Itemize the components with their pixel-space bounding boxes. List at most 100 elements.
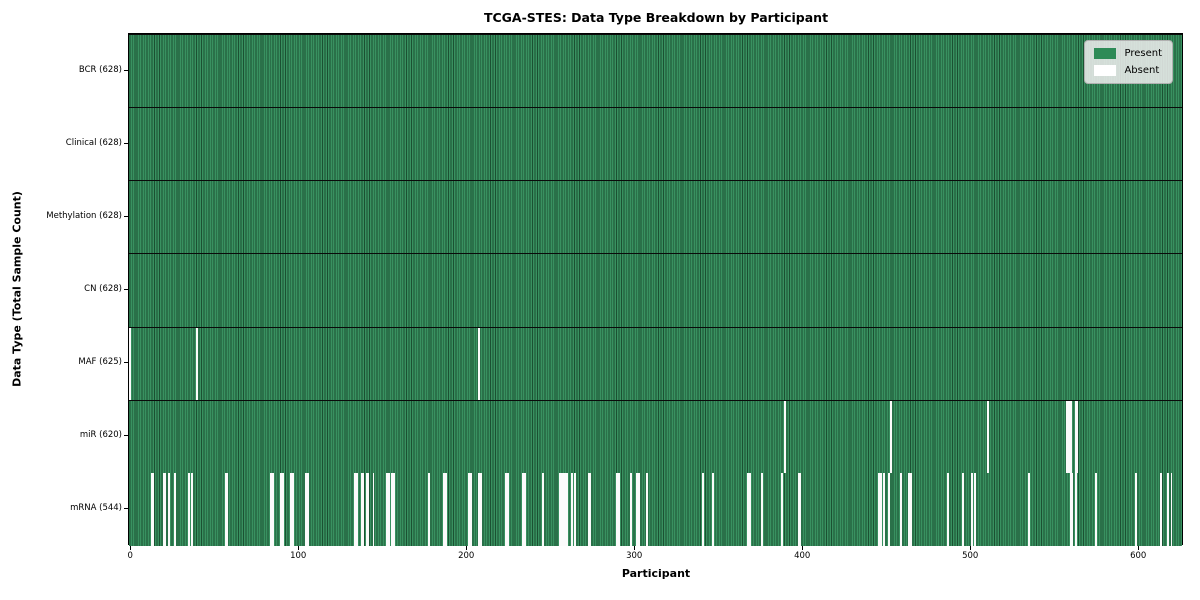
legend-swatch-present — [1094, 48, 1117, 59]
ytick-label-clinical: Clinical (628) — [65, 137, 122, 148]
xtick-label-400: 400 — [794, 551, 811, 561]
absent-stripe — [987, 400, 990, 473]
absent-stripe — [354, 472, 356, 546]
absent-stripe — [196, 327, 199, 400]
absent-stripe — [962, 472, 965, 546]
absent-stripe — [187, 472, 190, 546]
absent-stripe — [522, 472, 524, 546]
legend-label: Present — [1124, 48, 1162, 59]
legend-label: Absent — [1124, 65, 1160, 76]
xtick-mark — [130, 546, 132, 550]
xtick-mark — [298, 546, 300, 550]
absent-stripe — [589, 472, 592, 546]
absent-stripe — [386, 472, 388, 546]
absent-stripe — [879, 472, 882, 546]
absent-stripe — [270, 472, 272, 546]
absent-stripe — [307, 472, 309, 546]
xtick-label-300: 300 — [626, 551, 643, 561]
heatmap-row-cn — [129, 253, 1182, 327]
absent-stripe — [760, 472, 763, 546]
absent-stripe — [780, 472, 783, 546]
absent-stripe — [883, 472, 886, 546]
absent-stripe — [152, 472, 155, 546]
ytick-mark — [124, 215, 128, 217]
absent-stripe — [900, 472, 902, 546]
legend: Present Absent — [1084, 40, 1173, 84]
absent-stripe — [1160, 472, 1163, 546]
absent-stripe — [878, 472, 881, 546]
xtick-mark — [802, 546, 804, 550]
absent-stripe — [574, 472, 577, 546]
absent-stripe — [1076, 400, 1079, 473]
absent-stripe — [629, 472, 632, 546]
absent-stripe — [290, 472, 293, 546]
absent-stripe — [947, 472, 950, 546]
absent-stripe — [305, 472, 308, 546]
absent-stripe — [360, 472, 363, 546]
ytick-mark — [124, 289, 128, 290]
absent-stripe — [701, 472, 704, 546]
absent-stripe — [191, 472, 194, 546]
absent-stripe — [587, 472, 590, 546]
absent-stripe — [542, 472, 545, 546]
absent-stripe — [799, 472, 802, 546]
absent-stripe — [1069, 472, 1072, 546]
absent-stripe — [646, 472, 649, 546]
absent-stripe — [392, 472, 395, 546]
absent-stripe — [428, 472, 430, 546]
absent-stripe — [711, 472, 714, 546]
absent-stripe — [478, 327, 481, 400]
ytick-mark — [124, 362, 128, 364]
absent-stripe — [391, 472, 393, 546]
absent-stripe — [565, 472, 568, 546]
absent-stripe — [970, 472, 973, 546]
absent-stripe — [890, 400, 892, 473]
ytick-mark — [124, 508, 128, 510]
absent-stripe — [1135, 472, 1138, 546]
absent-stripe — [372, 472, 375, 546]
absent-stripe — [1170, 472, 1173, 546]
xtick-label-600: 600 — [1130, 551, 1147, 561]
absent-stripe — [1167, 472, 1170, 546]
absent-stripe — [1094, 472, 1097, 546]
absent-stripe — [748, 472, 751, 546]
absent-stripe — [1071, 472, 1074, 546]
absent-stripe — [224, 472, 227, 546]
xtick-label-500: 500 — [962, 551, 979, 561]
legend-entry-present: Present — [1094, 48, 1162, 59]
xtick-mark — [1138, 546, 1140, 550]
absent-stripe — [271, 472, 274, 546]
absent-stripe — [281, 472, 284, 546]
absent-stripe — [280, 472, 283, 546]
absent-stripe — [478, 472, 481, 546]
absent-stripe — [616, 472, 619, 546]
absent-stripe — [1068, 400, 1070, 473]
absent-stripe — [910, 472, 913, 546]
absent-stripe — [362, 472, 365, 546]
heatmap-row-mir — [129, 399, 1182, 473]
absent-stripe — [468, 472, 471, 546]
absent-stripe — [797, 472, 800, 546]
ytick-label-bcr: BCR (628) — [78, 64, 122, 75]
absent-stripe — [1074, 400, 1077, 473]
absent-stripe — [470, 472, 472, 546]
xtick-mark — [466, 546, 468, 550]
absent-stripe — [129, 327, 131, 400]
absent-stripe — [523, 472, 526, 546]
absent-stripe — [505, 472, 508, 546]
ytick-label-cn: CN (628) — [84, 284, 122, 294]
heatmap-row-mrna — [129, 472, 1182, 546]
xtick-label-0: 0 — [127, 551, 133, 561]
absent-stripe — [784, 400, 787, 473]
absent-stripe — [1069, 400, 1072, 473]
ytick-mark — [124, 69, 128, 71]
absent-stripe — [974, 472, 976, 546]
absent-stripe — [908, 472, 911, 546]
absent-stripe — [444, 472, 447, 546]
absent-stripe — [174, 472, 177, 546]
plot-area: Present Absent — [128, 33, 1183, 546]
ytick-mark — [124, 142, 128, 144]
absent-stripe — [559, 472, 561, 546]
absent-stripe — [564, 472, 566, 546]
